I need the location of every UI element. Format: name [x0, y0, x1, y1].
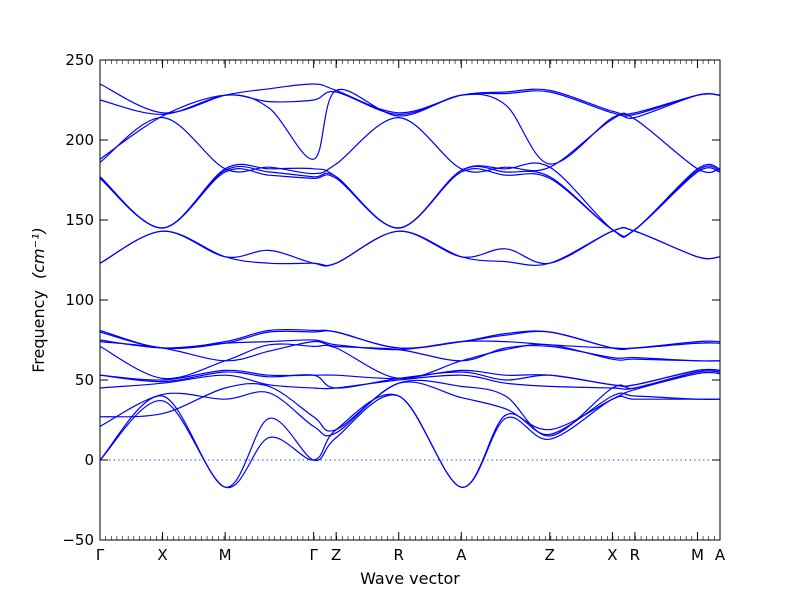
- x-tick-label: R: [394, 546, 404, 564]
- x-tick-label: A: [715, 546, 726, 564]
- band-line-4: [99, 370, 721, 437]
- band-line-18: [99, 112, 721, 175]
- band-line-16: [99, 165, 721, 238]
- x-tick-label: Z: [331, 546, 341, 564]
- y-axis-title: Frequency (cm⁻¹): [29, 227, 48, 372]
- x-tick-label: X: [157, 546, 167, 564]
- band-line-14: [99, 227, 721, 267]
- phonon-bands: [99, 83, 721, 489]
- x-tick-label: M: [219, 546, 232, 564]
- plot-frame: [99, 59, 721, 541]
- x-tick-label: M: [691, 546, 704, 564]
- band-line-17: [99, 162, 721, 238]
- x-tick-label: A: [456, 546, 467, 564]
- y-axis-title-unit: (cm⁻¹): [29, 227, 48, 279]
- band-line-12: [99, 328, 721, 351]
- minor-ticks: [99, 60, 721, 540]
- band-line-5: [99, 370, 721, 390]
- y-tick-label: 200: [65, 131, 94, 149]
- x-tick-label: X: [607, 546, 617, 564]
- y-axis-title-text: Frequency: [29, 290, 48, 373]
- y-tick-label: −50: [62, 531, 94, 549]
- x-tick-label: Z: [545, 546, 555, 564]
- y-tick-label: 50: [75, 371, 94, 389]
- band-line-19: [99, 88, 721, 165]
- band-line-1: [99, 393, 720, 489]
- x-tick-label: R: [630, 546, 640, 564]
- x-tick-label: Γ: [309, 546, 318, 564]
- y-tick-label: 100: [65, 291, 94, 309]
- band-line-15: [99, 167, 721, 237]
- y-tick-label: 250: [65, 51, 94, 69]
- y-axis-ticks: −50 0 50 100 150 200 250: [62, 51, 720, 549]
- band-line-9: [99, 340, 721, 362]
- y-tick-label: 0: [84, 451, 94, 469]
- band-line-7: [99, 368, 721, 387]
- x-axis-title: Wave vector: [360, 569, 460, 588]
- band-line-3: [99, 371, 721, 437]
- x-tick-label: Γ: [96, 546, 105, 564]
- y-tick-label: 150: [65, 211, 94, 229]
- band-line-21: [99, 83, 721, 116]
